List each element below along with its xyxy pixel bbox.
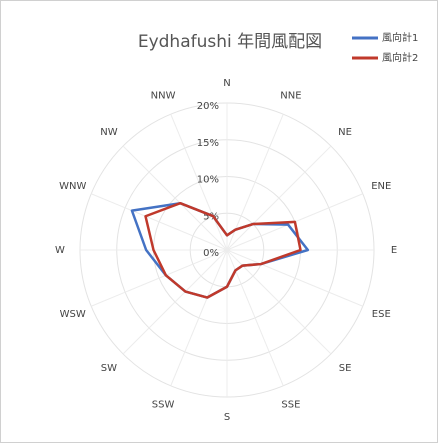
spoke [226, 249, 284, 387]
category-label: S [224, 412, 230, 423]
category-label: WSW [60, 309, 86, 320]
category-label: SW [101, 363, 117, 374]
category-label: SSE [281, 399, 300, 410]
category-label: ESE [372, 309, 391, 320]
spoke [226, 113, 284, 251]
chart-title: Eydhafushi 年間風配図 [138, 32, 322, 52]
spoke [122, 145, 228, 251]
spoke [226, 249, 332, 355]
series-line [144, 201, 302, 299]
radial-tick-label: 20% [197, 101, 219, 112]
category-label: ENE [371, 181, 391, 192]
radial-tick-label: 5% [203, 211, 219, 222]
spoke [226, 249, 364, 307]
radial-tick-label: 10% [197, 175, 219, 186]
spoke [90, 193, 228, 251]
category-label: NW [100, 127, 117, 138]
category-label: NNE [280, 91, 301, 102]
category-label: E [391, 245, 397, 256]
category-label: W [55, 245, 65, 256]
radial-tick-label: 0% [203, 248, 219, 259]
spoke [226, 145, 332, 251]
category-label: NNW [151, 91, 176, 102]
spoke [122, 249, 228, 355]
spoke [90, 249, 228, 307]
category-label: SE [339, 363, 352, 374]
spoke [170, 249, 228, 387]
category-label: WNW [59, 181, 86, 192]
category-label: N [223, 78, 230, 89]
spoke [170, 113, 228, 251]
radial-tick-label: 15% [197, 138, 219, 149]
legend-label: 風向計2 [382, 51, 418, 64]
legend-label: 風向計1 [382, 31, 418, 44]
category-label: NE [338, 127, 352, 138]
category-label: SSW [152, 399, 175, 410]
